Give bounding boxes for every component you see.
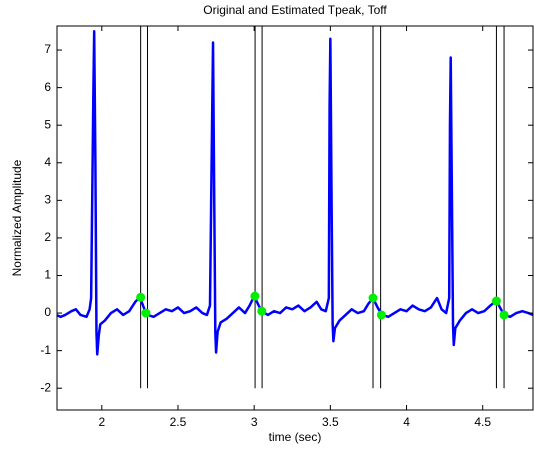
- x-tick-label: 2.5: [170, 415, 187, 429]
- plot-area: [57, 26, 533, 389]
- x-tick-label: 4.5: [474, 415, 491, 429]
- x-tick-label: 3.5: [322, 415, 339, 429]
- x-tick-label: 2: [98, 415, 105, 429]
- y-axis-label: Normalized Amplitude: [10, 159, 24, 276]
- y-tick-label: 2: [44, 230, 51, 244]
- estimate-point: [136, 292, 146, 302]
- chart-title: Original and Estimated Tpeak, Toff: [203, 3, 387, 17]
- estimate-point: [141, 308, 151, 318]
- y-tick-label: -1: [40, 343, 51, 357]
- estimate-point: [499, 310, 509, 320]
- y-tick-label: 1: [44, 268, 51, 282]
- estimate-point: [368, 293, 378, 303]
- x-tick-label: 4: [403, 415, 410, 429]
- estimate-point: [376, 310, 386, 320]
- x-axis-label: time (sec): [269, 430, 322, 444]
- y-tick-label: 4: [44, 155, 51, 169]
- estimate-point: [491, 296, 501, 306]
- y-tick-label: 7: [44, 42, 51, 56]
- estimate-point: [257, 306, 267, 316]
- estimate-point: [250, 291, 260, 301]
- axes-frame: [56, 25, 534, 411]
- y-tick-label: 5: [44, 117, 51, 131]
- x-tick-label: 3: [251, 415, 258, 429]
- y-tick-label: 0: [44, 305, 51, 319]
- y-tick-label: -2: [40, 380, 51, 394]
- y-tick-label: 6: [44, 80, 51, 94]
- signal-line: [57, 30, 533, 356]
- y-tick-label: 3: [44, 193, 51, 207]
